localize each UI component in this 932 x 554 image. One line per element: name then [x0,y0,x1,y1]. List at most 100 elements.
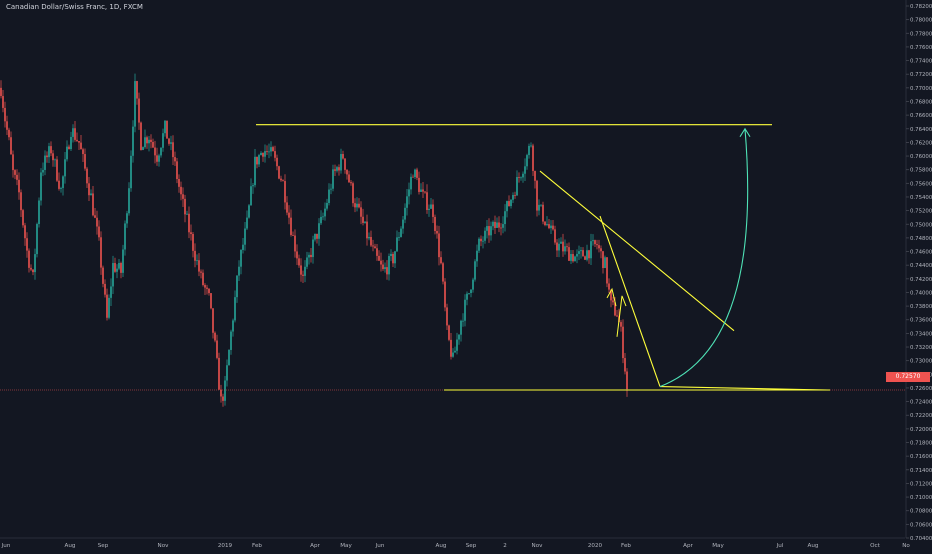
candle-body [432,204,434,217]
y-tick-label: 0.75000 [910,222,932,228]
candle-body [494,221,496,228]
candle-body [218,357,220,390]
x-tick-label: No [902,543,910,549]
y-tick-label: 0.70600 [910,522,932,528]
candle-body [252,185,254,187]
candle-body [52,153,54,161]
candle-body [552,225,554,230]
candle-body [606,257,608,284]
candle-body [382,264,384,270]
candle-body [470,289,472,294]
candle-body [294,235,296,252]
candle-body [80,142,82,150]
candle-body [544,221,546,226]
candle-body [396,237,398,252]
candle-body [464,299,466,321]
candle-body [356,203,358,208]
candle-body [226,365,228,381]
candle-body [86,168,88,184]
candle-body [6,121,8,130]
y-tick-label: 0.71800 [910,441,932,447]
candle-body [474,261,476,280]
candle-body [36,224,38,255]
y-tick-label: 0.76400 [910,127,932,133]
candle-body [516,177,518,196]
y-tick-label: 0.70400 [910,536,932,542]
candle-body [560,241,562,244]
candle-body [78,141,80,143]
candle-body [350,182,352,184]
candle-body [584,256,586,260]
candle-body [496,222,498,228]
time-axis[interactable]: Jun Aug Sep Nov 2019 Feb Apr May Jun Aug Sep 2 Nov 20… [0,537,910,549]
candle-body [20,192,22,211]
candle-body [142,147,144,150]
candle-body [408,189,410,197]
x-tick-label: Sep [98,543,109,549]
projection-arrow-head [739,127,751,138]
candle-body [210,293,212,309]
candle-body [626,371,628,390]
candle-body [400,228,402,237]
candle-body [364,221,366,223]
x-tick-label: Apr [310,543,320,549]
candle-body [514,195,516,196]
candle-body [298,258,300,266]
candle-body [250,186,252,206]
candle-body [66,146,68,160]
candle-body [428,208,430,210]
candle-body [232,320,234,332]
y-tick-label: 0.70800 [910,509,932,515]
candle-body [394,251,396,264]
candle-body [286,202,288,213]
candle-body [8,129,10,138]
candle-body [334,169,336,171]
candle-body [324,208,326,217]
candle-body [370,236,372,246]
y-tick-label: 0.78000 [910,18,932,24]
candle-body [174,157,176,162]
candle-body [328,189,330,203]
candle-body [284,181,286,203]
candle-body [88,183,90,196]
candle-body [188,213,190,233]
candle-body [452,352,454,357]
candle-body [38,200,40,225]
candle-body [612,300,614,303]
candle-body [426,192,428,210]
candle-body [456,339,458,351]
candle-body [110,286,112,298]
candle-body [448,325,450,340]
candle-body [186,213,188,215]
candle-body [98,226,100,238]
candle-body [206,287,208,289]
candle-body [504,211,506,225]
x-tick-label: Aug [436,543,447,549]
candle-body [222,396,224,401]
candle-body [378,255,380,261]
candle-body [60,187,62,189]
price-axis[interactable]: 0.78200 0.78000 0.77800 0.77600 0.77400 0.772… [905,0,932,542]
candle-body [304,266,306,276]
candle-body [30,267,32,270]
candle-body [558,243,560,251]
drawings[interactable] [0,124,905,391]
candle-body [548,224,550,229]
candle-body [534,170,536,181]
candle-body [508,201,510,207]
candle-body [502,224,504,228]
candle-body [260,152,262,156]
candle-body [444,281,446,308]
candle-body [150,139,152,142]
candle-body [386,267,388,275]
y-tick-label: 0.73600 [910,318,932,324]
candle-body [194,250,196,261]
candle-body [180,186,182,195]
candle-body [100,237,102,268]
wedge-mark-right [616,295,627,337]
candle-body [492,221,494,227]
candle-body [216,340,218,358]
y-tick-label: 0.71400 [910,468,932,474]
